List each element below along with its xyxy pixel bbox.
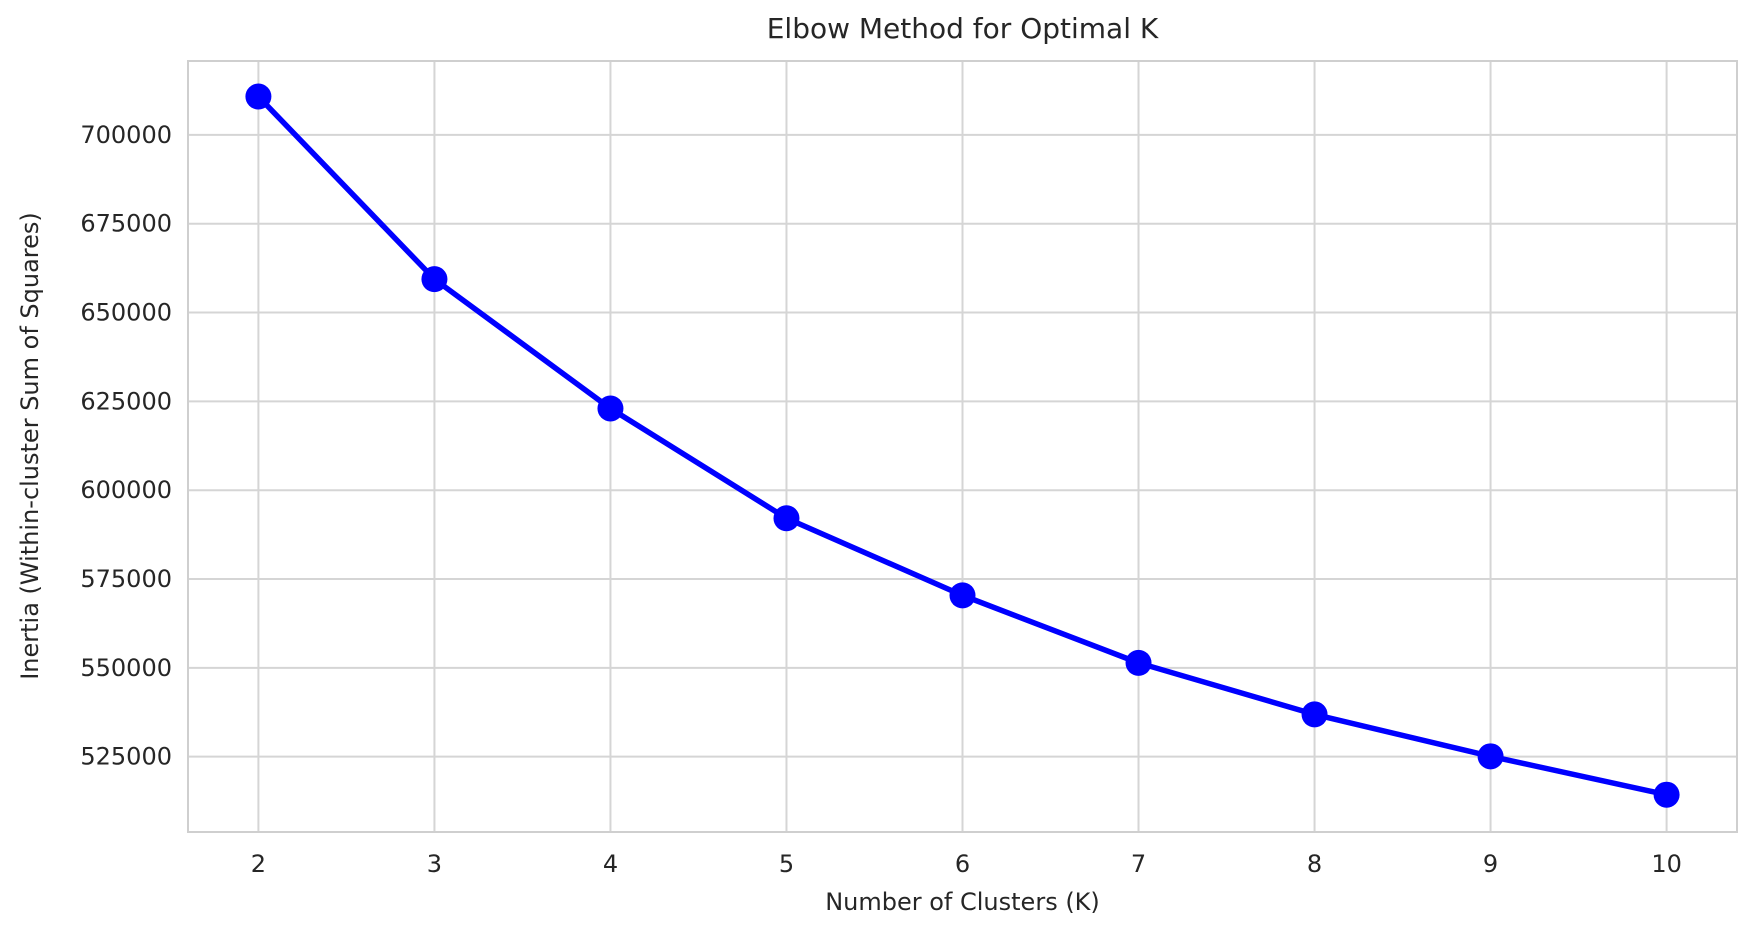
y-tick-label: 650000	[80, 299, 172, 327]
data-point	[773, 505, 800, 532]
y-tick-label: 600000	[80, 476, 172, 504]
chart-title: Elbow Method for Optimal K	[766, 12, 1159, 45]
data-point-markers	[245, 83, 1680, 808]
x-axis-label: Number of Clusters (K)	[825, 888, 1100, 916]
x-tick-label: 3	[427, 850, 442, 878]
x-tick-label: 7	[1131, 850, 1146, 878]
grid	[188, 61, 1737, 832]
data-point	[1301, 701, 1328, 728]
data-point	[949, 582, 976, 609]
x-tick-label: 10	[1651, 850, 1682, 878]
y-tick-label: 550000	[80, 654, 172, 682]
x-tick-label: 9	[1483, 850, 1498, 878]
x-tick-label: 5	[779, 850, 794, 878]
data-point	[1653, 781, 1680, 808]
x-tick-label: 4	[603, 850, 618, 878]
x-tick-label: 2	[251, 850, 266, 878]
y-tick-label: 625000	[80, 387, 172, 415]
x-tick-labels: 2 3 4 5 6 7 8 9 10	[251, 850, 1682, 878]
y-tick-label: 675000	[80, 210, 172, 238]
data-point	[421, 266, 448, 293]
data-point	[245, 83, 272, 110]
x-tick-label: 8	[1307, 850, 1322, 878]
y-tick-label: 700000	[80, 121, 172, 149]
y-tick-label: 575000	[80, 565, 172, 593]
y-tick-label: 525000	[80, 743, 172, 771]
data-point	[1477, 743, 1504, 770]
data-point	[1125, 649, 1152, 676]
data-point	[597, 395, 624, 422]
y-tick-labels: 525000 550000 575000 600000 625000 650000 6750…	[80, 121, 172, 771]
x-tick-label: 6	[955, 850, 970, 878]
plot-border	[187, 60, 1738, 833]
